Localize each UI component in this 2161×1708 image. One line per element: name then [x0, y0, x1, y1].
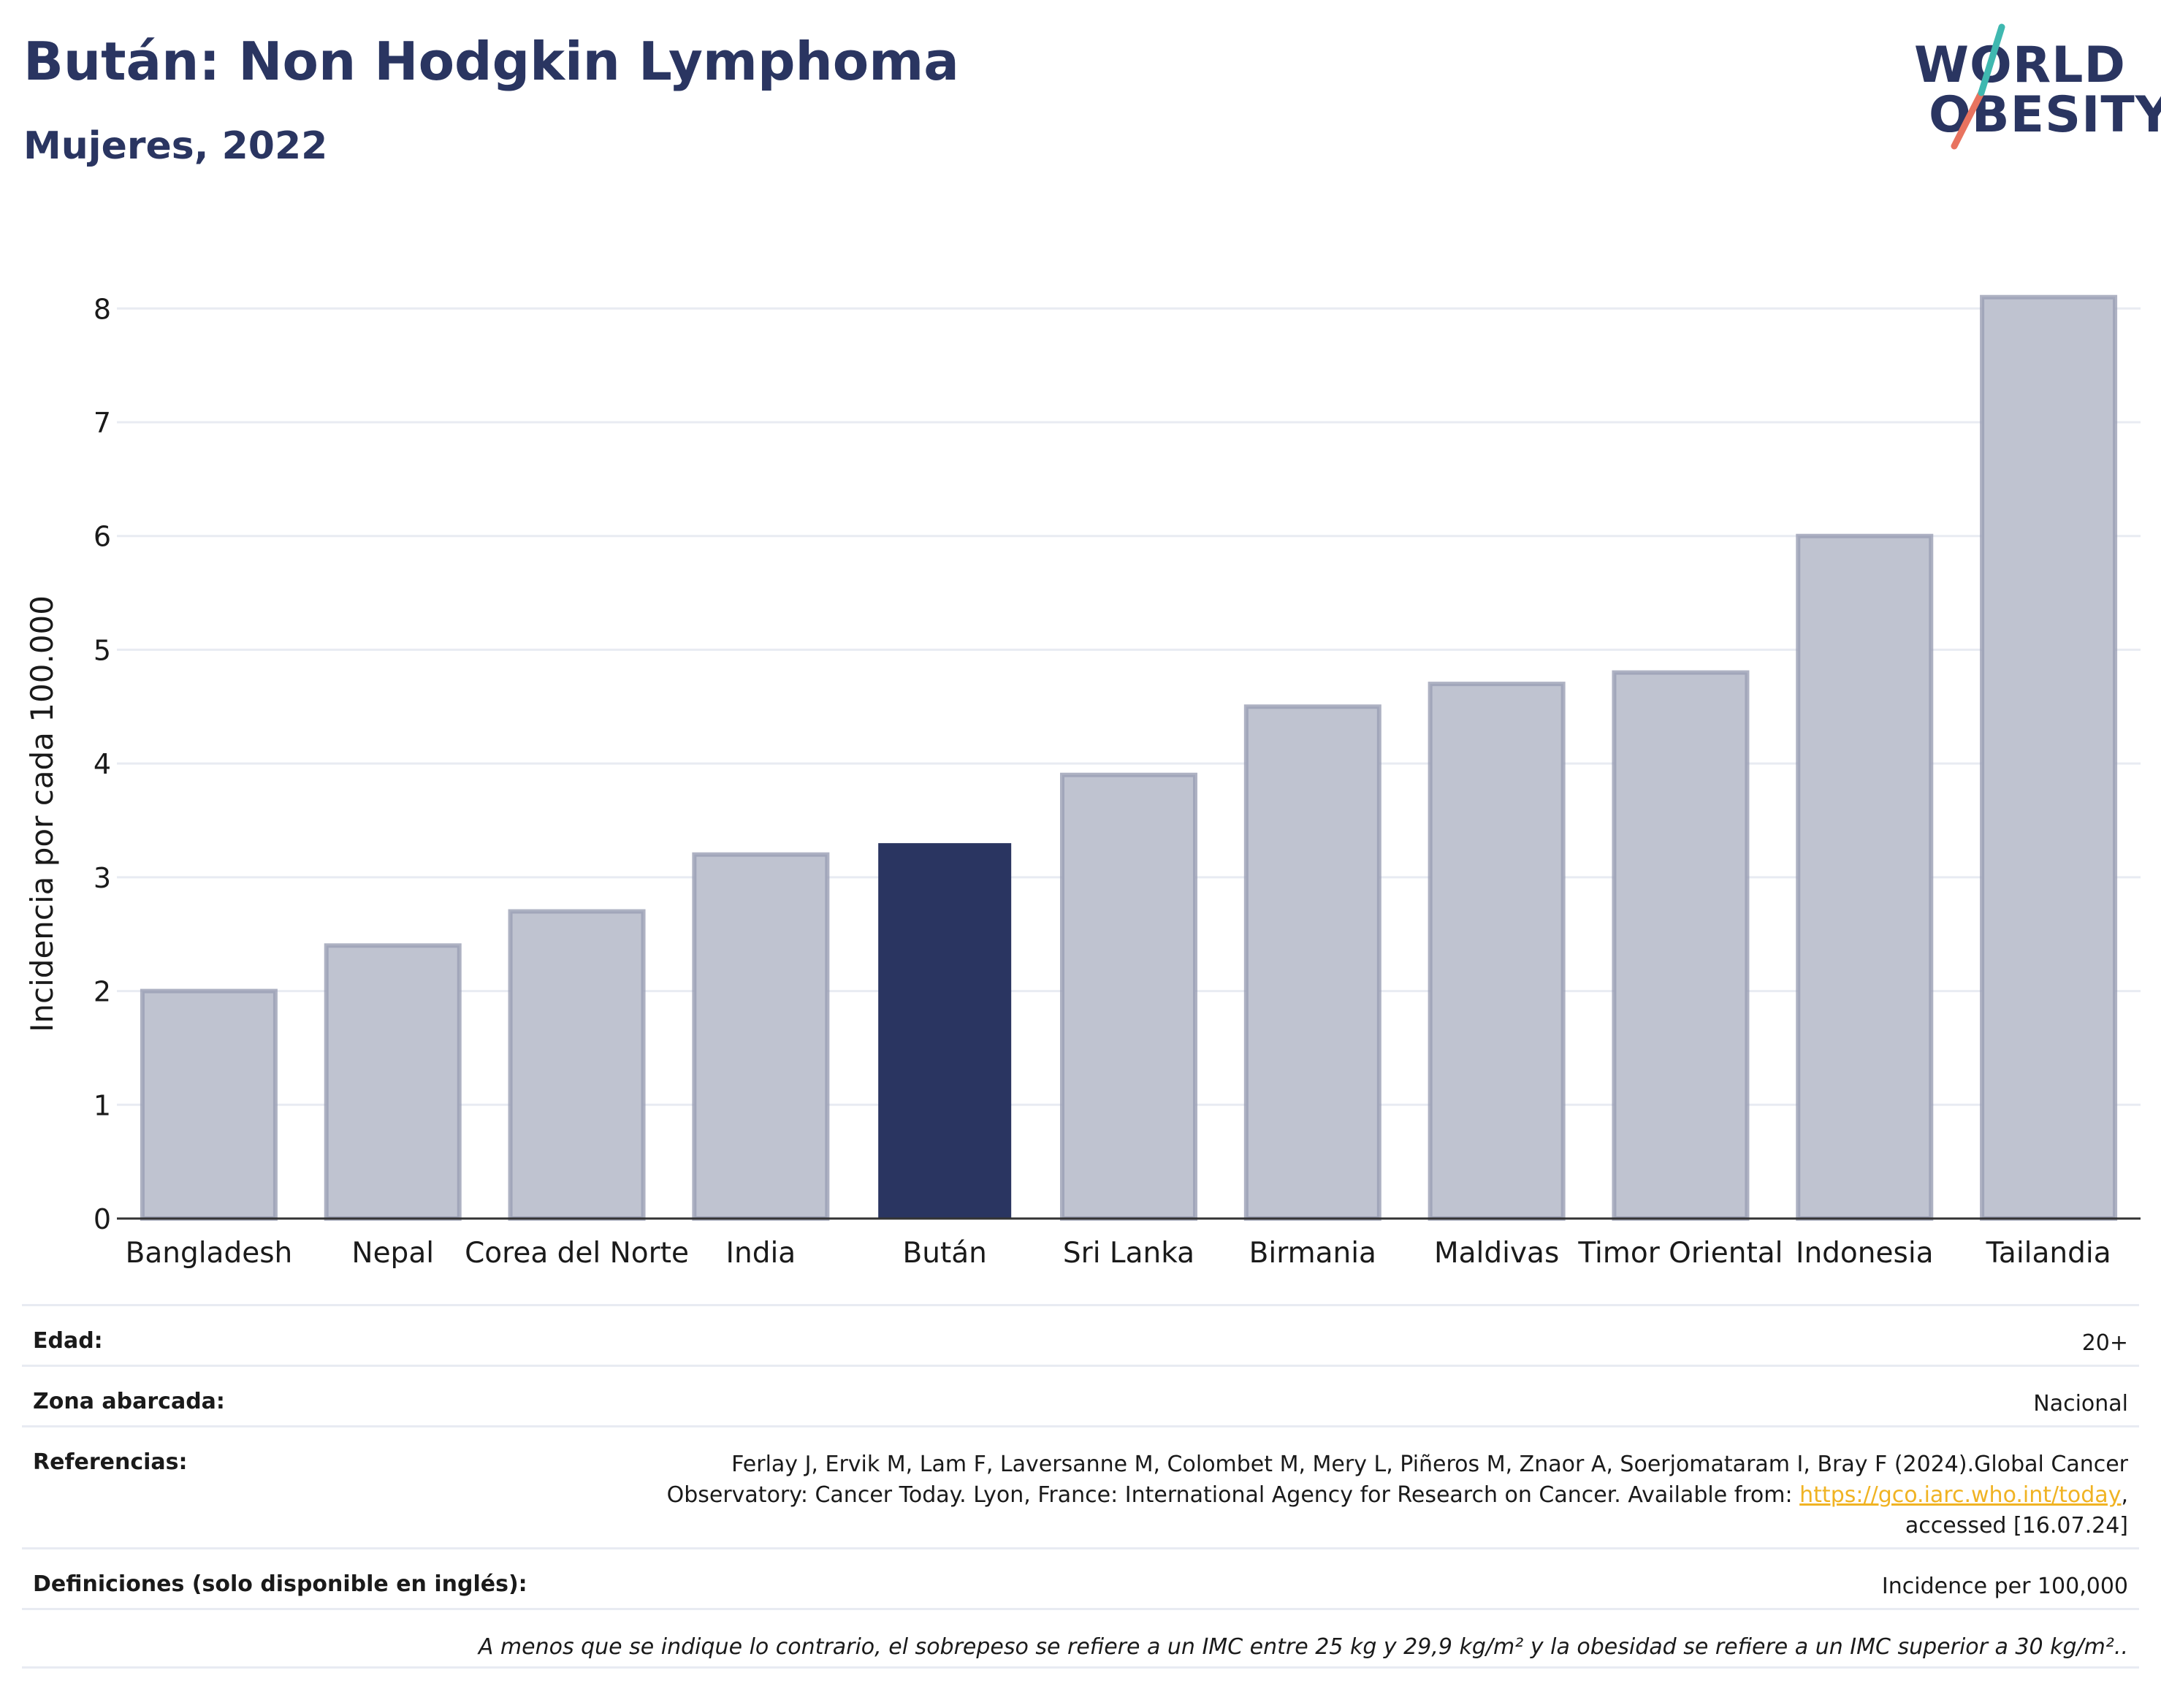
page-title: Bután: Non Hodgkin Lymphoma — [23, 31, 959, 92]
logo-text-world: WORLD — [1914, 37, 2126, 94]
x-tick-label: Bangladesh — [126, 1237, 293, 1270]
y-tick-label: 3 — [94, 862, 111, 894]
x-tick-label: Birmania — [1249, 1237, 1376, 1270]
bar-chart: 0 1 2 3 4 5 6 7 8 Bangladesh Nepal Corea del Norte… — [24, 293, 2141, 1270]
bar-timor-oriental[interactable] — [1612, 670, 1750, 1221]
bar-bután[interactable] — [878, 843, 1012, 1219]
x-tick-labels: Bangladesh Nepal Corea del Norte India Bután… — [126, 1237, 2111, 1270]
bar-tailandia[interactable] — [1980, 294, 2118, 1221]
references-line-2-comma: , — [2121, 1482, 2128, 1508]
bar-maldivas[interactable] — [1428, 682, 1566, 1221]
bar-indonesia[interactable] — [1796, 533, 1934, 1221]
x-tick-label: Sri Lanka — [1063, 1237, 1194, 1270]
y-tick-label: 0 — [94, 1203, 111, 1235]
page-subtitle: Mujeres, 2022 — [23, 124, 328, 168]
age-label: Edad: — [33, 1328, 103, 1354]
bar-india[interactable] — [692, 852, 830, 1221]
x-tick-label: Nepal — [351, 1237, 434, 1270]
metadata-table: Edad: 20+ Zona abarcada: Nacional Refere… — [22, 1304, 2139, 1669]
y-tick-label: 7 — [94, 407, 111, 439]
y-tick-label: 5 — [94, 634, 111, 666]
y-tick-labels: 0 1 2 3 4 5 6 7 8 — [94, 293, 111, 1235]
bar-bangladesh[interactable] — [140, 988, 278, 1221]
references-link[interactable]: https://gco.iarc.who.int/today — [1799, 1482, 2122, 1508]
y-tick-label: 6 — [94, 521, 111, 553]
x-tick-label: Indonesia — [1796, 1237, 1934, 1270]
definitions-label: Definiciones (solo disponible en inglés)… — [33, 1571, 527, 1597]
references-label: Referencias: — [33, 1449, 188, 1475]
bar-sri-lanka[interactable] — [1060, 772, 1197, 1221]
age-value: 20+ — [2081, 1330, 2128, 1356]
bar-nepal[interactable] — [324, 943, 462, 1221]
y-tick-label: 4 — [94, 748, 111, 780]
y-axis-label: Incidencia por cada 100.000 — [24, 595, 60, 1032]
bars — [140, 294, 2118, 1221]
meta-row-references: Referencias: Ferlay J, Ervik M, Lam F, L… — [22, 1425, 2139, 1547]
references-value: Ferlay J, Ervik M, Lam F, Laversanne M, … — [667, 1449, 2128, 1541]
area-value: Nacional — [2033, 1391, 2128, 1417]
references-line-3: accessed [16.07.24] — [1905, 1513, 2128, 1539]
x-tick-label: Corea del Norte — [465, 1237, 689, 1270]
y-tick-label: 2 — [94, 976, 111, 1008]
references-line-2-text: Observatory: Cancer Today. Lyon, France:… — [666, 1482, 1800, 1508]
area-label: Zona abarcada: — [33, 1389, 225, 1414]
definitions-value: Incidence per 100,000 — [1881, 1574, 2128, 1599]
references-line-2: Observatory: Cancer Today. Lyon, France:… — [667, 1480, 2128, 1511]
y-tick-label: 1 — [94, 1089, 111, 1121]
footnote: A menos que se indique lo contrario, el … — [478, 1634, 2128, 1660]
world-obesity-logo: WORLD OBESITY — [1899, 18, 2161, 153]
meta-row-definitions: Definiciones (solo disponible en inglés)… — [22, 1547, 2139, 1608]
x-tick-label: Tailandia — [1986, 1237, 2111, 1270]
x-tick-label: Bután — [902, 1237, 986, 1270]
x-tick-label: Maldivas — [1434, 1237, 1559, 1270]
bar-birmania[interactable] — [1243, 704, 1381, 1221]
meta-row-area: Zona abarcada: Nacional — [22, 1365, 2139, 1425]
bar-corea-del-norte[interactable] — [508, 909, 646, 1221]
logo-slash-icon — [1951, 23, 2005, 150]
references-line-1: Ferlay J, Ervik M, Lam F, Laversanne M, … — [731, 1452, 2128, 1477]
meta-row-footnote: A menos que se indique lo contrario, el … — [22, 1608, 2139, 1669]
meta-row-age: Edad: 20+ — [22, 1304, 2139, 1365]
y-tick-label: 8 — [94, 293, 111, 325]
x-tick-label: Timor Oriental — [1577, 1237, 1783, 1270]
x-tick-label: India — [726, 1237, 796, 1270]
